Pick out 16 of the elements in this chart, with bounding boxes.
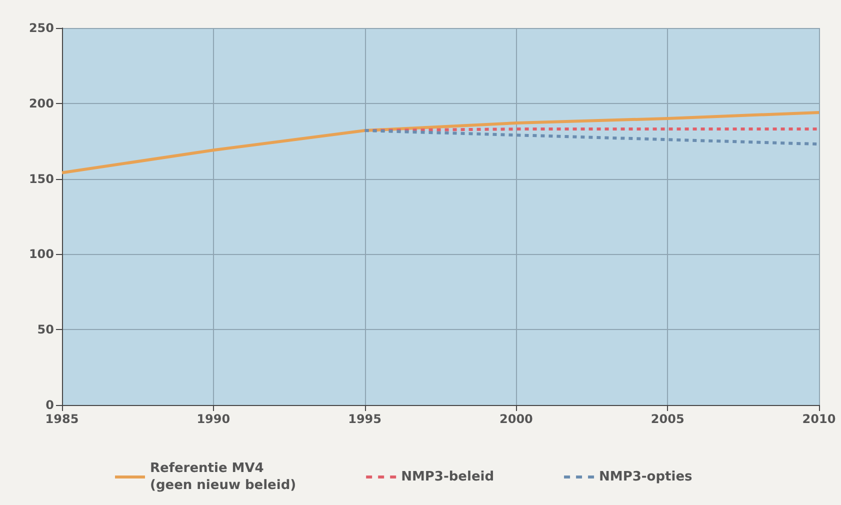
x-tick-label: 1985 [45, 412, 79, 426]
x-tick-label: 1995 [348, 412, 382, 426]
y-tick-label: 200 [28, 96, 54, 110]
x-tick-label: 2010 [802, 412, 836, 426]
legend-label: NMP3-beleid [401, 470, 494, 484]
y-tick-label: 250 [28, 21, 54, 35]
y-tick-label: 100 [28, 247, 54, 262]
line-series [60, 110, 820, 174]
y-tick-label: 150 [28, 172, 54, 186]
legend-label: NMP3-opties [599, 470, 693, 484]
x-tick-label: 1990 [196, 412, 230, 426]
x-tick-label: 2000 [499, 412, 533, 426]
legend-label: Referentie MV4 (geen nieuw beleid) [150, 461, 296, 493]
y-tick-label: 0 [46, 398, 54, 412]
x-tick-label: 2005 [650, 412, 684, 426]
y-tick-label: 50 [37, 322, 54, 337]
